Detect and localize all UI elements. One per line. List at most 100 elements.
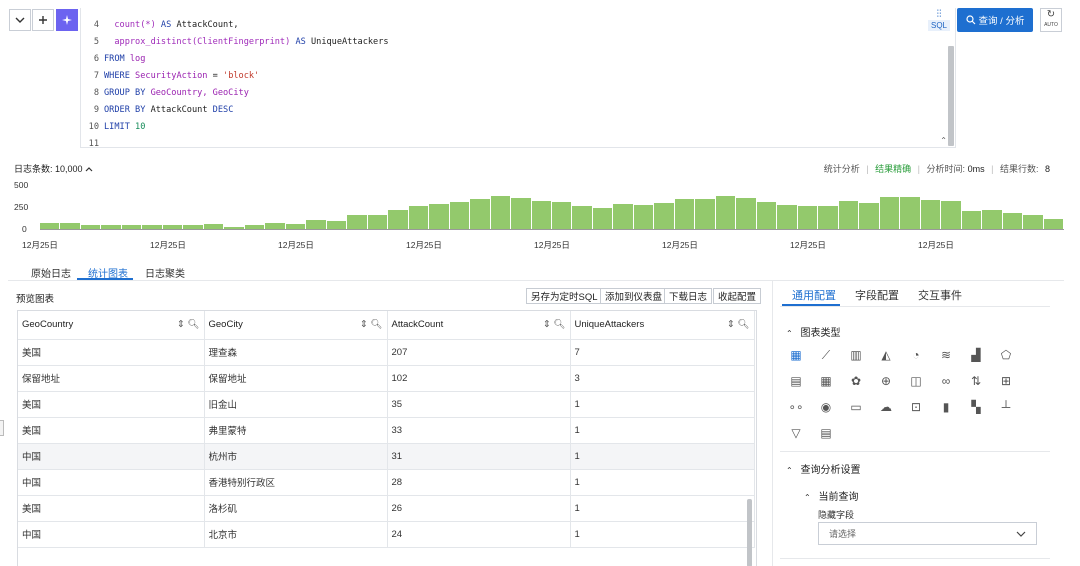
histogram-bar[interactable] (367, 215, 389, 229)
histogram-bar[interactable] (60, 223, 81, 229)
scroll-up-icon[interactable]: ⌃ (940, 136, 947, 145)
histogram-bar[interactable] (859, 203, 880, 229)
single-value-icon[interactable]: ▦ (820, 374, 832, 388)
histogram-bar[interactable] (613, 204, 634, 229)
candlestick-icon[interactable]: ⊞ (1000, 374, 1012, 388)
china-map-icon[interactable]: ✿ (850, 374, 862, 388)
histogram-bar[interactable] (388, 210, 409, 229)
editor-scrollbar[interactable] (948, 46, 954, 146)
histogram-bar[interactable] (982, 210, 1003, 229)
histogram-bar[interactable] (490, 196, 512, 229)
histogram-bar[interactable] (40, 223, 61, 229)
histogram-bar[interactable] (633, 205, 655, 229)
column-header[interactable]: GeoCity ⇕ 🔍︎ (204, 311, 388, 340)
sankey-icon[interactable]: ∞ (941, 374, 951, 388)
histogram-bar[interactable] (818, 206, 839, 229)
table-row[interactable]: 中国 香港特别行政区 28 1 (18, 469, 755, 496)
column-header[interactable]: GeoCountry ⇕ 🔍︎ (18, 311, 205, 340)
histogram-bar[interactable] (347, 215, 368, 229)
sort-search-icon[interactable]: ⇕ 🔍︎ (176, 319, 200, 331)
histogram-bar[interactable] (326, 221, 348, 229)
current-query-section[interactable]: ⌃ 当前查询 (804, 488, 858, 503)
config-tab-events[interactable]: 交互事件 (918, 290, 962, 302)
config-tab-fields[interactable]: 字段配置 (855, 290, 899, 302)
histogram-bar[interactable] (695, 199, 716, 229)
histogram-bar[interactable] (1043, 219, 1064, 229)
copilot-button[interactable] (56, 9, 78, 31)
histogram-bar[interactable] (244, 225, 266, 229)
area-chart-icon[interactable]: ◭ (881, 348, 891, 362)
column-header[interactable]: UniqueAttackers ⇕ 🔍︎ (570, 311, 755, 340)
log-count[interactable]: 日志条数: 10,000 (14, 162, 93, 175)
histogram-bar[interactable] (101, 225, 122, 229)
tab-raw-logs[interactable]: 原始日志 (31, 269, 71, 280)
heatmap-icon[interactable]: ▚ (971, 400, 981, 414)
column-chart-icon[interactable]: ▥ (850, 348, 862, 362)
sql-mode-button[interactable]: ⫶⫶ SQL (928, 9, 950, 33)
table-row[interactable]: 美国 洛杉矶 26 1 (18, 495, 755, 522)
config-tab-general[interactable]: 通用配置 (792, 290, 836, 302)
histogram-bar[interactable] (285, 224, 307, 229)
histogram-icon[interactable]: ┴ (1001, 400, 1011, 414)
histogram-bar[interactable] (265, 223, 286, 229)
add-to-dashboard-button[interactable]: 添加到仪表盘 (600, 288, 668, 304)
table-row[interactable]: 美国 弗里蒙特 33 1 (18, 417, 755, 444)
histogram-bar[interactable] (203, 224, 225, 229)
sort-search-icon[interactable]: ⇕ 🔍︎ (726, 319, 750, 331)
histogram-bar[interactable] (142, 225, 163, 229)
progress-icon[interactable]: ∘∘ (788, 400, 804, 414)
timeline-icon[interactable]: ⇅ (970, 374, 982, 388)
histogram-bar[interactable] (674, 199, 696, 229)
sql-editor[interactable]: 4 count(*) AS AttackCount, 5 approx_disti… (80, 8, 956, 149)
table-row[interactable]: 中国 杭州市 31 1 (18, 443, 755, 470)
collapse-config-button[interactable]: 收起配置 (713, 288, 762, 304)
table-row[interactable]: 中国 北京市 24 1 (18, 521, 755, 548)
histogram-bar[interactable] (1023, 215, 1044, 229)
histogram-bar[interactable] (224, 227, 245, 229)
table-scrollbar[interactable] (747, 499, 752, 566)
chart-type-section[interactable]: ⌃ 图表类型 (786, 324, 840, 339)
histogram-bar[interactable] (797, 206, 819, 229)
word-cloud-icon[interactable]: ☁ (880, 400, 892, 414)
rect-icon[interactable]: ▮ (942, 400, 950, 414)
histogram-bar[interactable] (592, 208, 614, 229)
table-row[interactable]: 美国 旧金山 35 1 (18, 391, 755, 418)
histogram-bar[interactable] (838, 201, 860, 229)
histogram-bar[interactable] (306, 220, 327, 229)
histogram-bar[interactable] (736, 198, 757, 229)
auto-refresh-button[interactable]: ↻ AUTO (1040, 8, 1062, 32)
list-icon[interactable]: ▭ (850, 400, 862, 414)
histogram-bar[interactable] (121, 225, 143, 229)
histogram-bar[interactable] (1002, 213, 1024, 229)
histogram-bar[interactable] (80, 225, 102, 229)
add-button[interactable] (32, 9, 54, 31)
stats-analysis-link[interactable]: 统计分析 (823, 164, 860, 174)
histogram-bar[interactable] (531, 201, 552, 229)
histogram-bar[interactable] (429, 204, 450, 229)
histogram-bar[interactable] (756, 202, 778, 229)
funnel-icon[interactable]: ▽ (791, 426, 801, 440)
sort-search-icon[interactable]: ⇕ 🔍︎ (542, 319, 566, 331)
histogram-bar[interactable] (511, 198, 532, 229)
histogram-bar[interactable] (162, 225, 184, 229)
save-scheduled-sql-button[interactable]: 另存为定时SQL (526, 288, 603, 304)
table-row[interactable]: 保留地址 保留地址 102 3 (18, 365, 755, 392)
histogram-bar[interactable] (470, 199, 491, 229)
query-settings-section[interactable]: ⌃ 查询分析设置 (786, 461, 860, 476)
cross-table-icon[interactable]: ▤ (820, 426, 832, 440)
map-icon[interactable]: ◫ (910, 374, 922, 388)
histogram-bar[interactable] (408, 206, 430, 229)
column-header[interactable]: AttackCount ⇕ 🔍︎ (387, 311, 571, 340)
line-chart-icon[interactable]: ⟋ (821, 348, 831, 362)
collapse-button[interactable] (9, 9, 31, 31)
histogram-bar[interactable] (715, 196, 737, 229)
histogram-bar[interactable] (961, 211, 983, 229)
table-row[interactable]: 美国 理查森 207 7 (18, 339, 755, 366)
world-map-icon[interactable]: ⊕ (880, 374, 892, 388)
histogram-bar[interactable] (920, 200, 942, 229)
histogram-bar[interactable] (552, 202, 573, 229)
histogram-bar[interactable] (941, 201, 962, 229)
sort-search-icon[interactable]: ⇕ 🔍︎ (359, 319, 383, 331)
histogram-bar[interactable] (900, 197, 921, 229)
tab-stats-chart[interactable]: 统计图表 (88, 269, 128, 280)
